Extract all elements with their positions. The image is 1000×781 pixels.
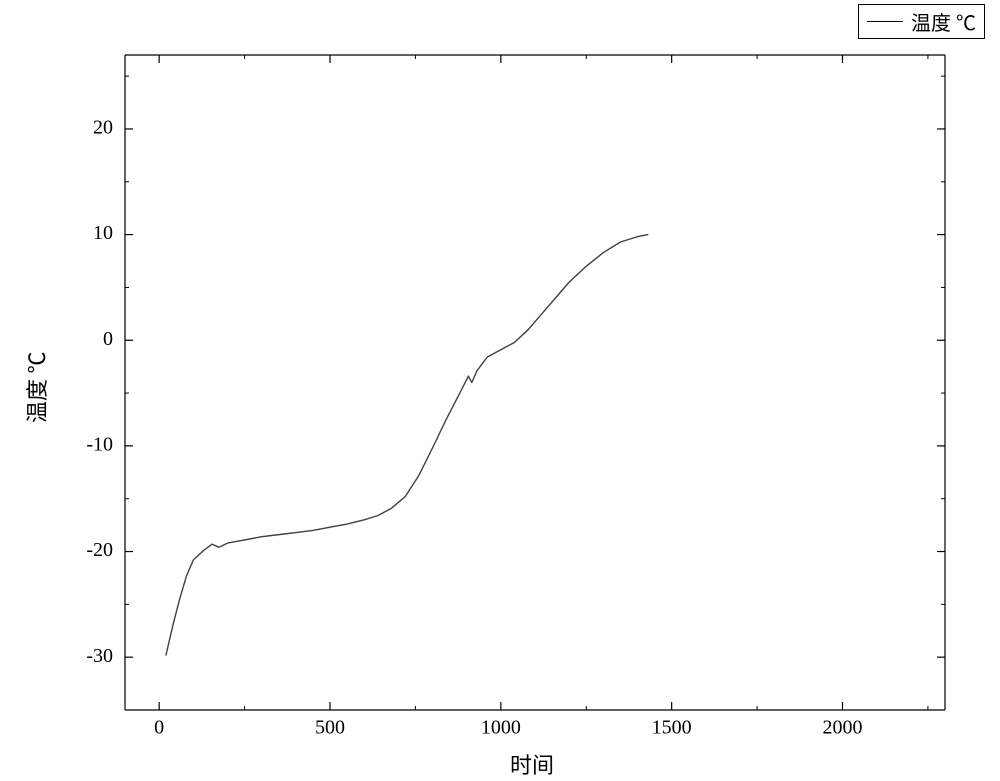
y-axis-label: 温度 ℃ xyxy=(20,351,52,423)
svg-text:500: 500 xyxy=(315,717,345,739)
svg-text:1500: 1500 xyxy=(652,717,692,739)
x-axis-label: 时间 xyxy=(510,748,554,780)
temperature-chart: 0 500 1000 1500 2000 -30 -20 -10 0 10 20 xyxy=(0,0,1000,781)
svg-text:2000: 2000 xyxy=(823,717,863,739)
legend-line-icon xyxy=(867,21,903,22)
svg-text:1000: 1000 xyxy=(481,717,521,739)
svg-text:-30: -30 xyxy=(86,645,113,667)
svg-text:0: 0 xyxy=(103,328,113,350)
svg-text:20: 20 xyxy=(93,117,113,139)
svg-text:0: 0 xyxy=(154,717,164,739)
legend: 温度 ℃ xyxy=(858,4,985,39)
svg-text:-10: -10 xyxy=(86,433,113,455)
svg-text:10: 10 xyxy=(93,222,113,244)
svg-text:-20: -20 xyxy=(86,539,113,561)
legend-label: 温度 ℃ xyxy=(911,7,976,36)
